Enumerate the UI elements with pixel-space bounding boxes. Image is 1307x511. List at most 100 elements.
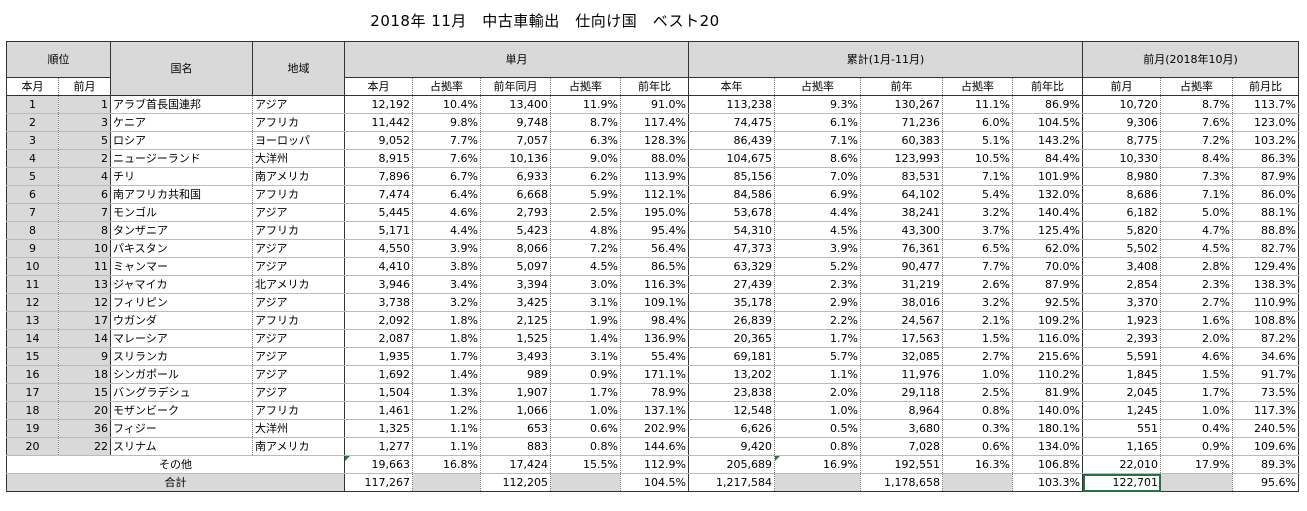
prev-month-share-cell: 4.6% <box>1160 347 1233 366</box>
monthly-share-cell: 1.2% <box>412 401 481 420</box>
cumulative-yoy-cell: 116.0% <box>1012 329 1083 348</box>
rank-cell: 3 <box>6 131 59 150</box>
prev-year-cell: 989 <box>480 365 551 384</box>
prev-year-share-cell: 5.9% <box>550 185 621 204</box>
table-row: 19 36 フィジー 大洋州 1,325 1.1% 653 0.6% 202.9% 6,626 0.… <box>6 419 1299 438</box>
cumulative-prev-share-cell: 2.5% <box>942 383 1013 402</box>
table-row: 20 22 スリナム 南アメリカ 1,277 1.1% 883 0.8% 144.6% 9,420… <box>6 437 1299 456</box>
yoy-cell: 56.4% <box>620 239 689 258</box>
monthly-cell: 1,277 <box>344 437 413 456</box>
prev-rank-cell: 15 <box>58 383 111 402</box>
total-ms-empty <box>412 473 481 492</box>
mom-cell: 87.9% <box>1232 167 1299 186</box>
header-country: 国名 <box>110 41 253 96</box>
country-cell: ミャンマー <box>110 257 253 276</box>
yoy-cell: 109.1% <box>620 293 689 312</box>
rank-cell: 1 <box>6 95 59 114</box>
monthly-share-cell: 1.8% <box>412 311 481 330</box>
monthly-cell: 3,946 <box>344 275 413 294</box>
prev-month-share-cell: 2.0% <box>1160 329 1233 348</box>
table-row: 7 7 モンゴル アジア 5,445 4.6% 2,793 2.5% 195.0% 53,678 4… <box>6 203 1299 222</box>
prev-month-share-cell: 1.6% <box>1160 311 1233 330</box>
monthly-cell: 12,192 <box>344 95 413 114</box>
prev-month-share-cell: 0.4% <box>1160 419 1233 438</box>
prev-month-share-cell: 4.7% <box>1160 221 1233 240</box>
monthly-share-cell: 3.4% <box>412 275 481 294</box>
prev-year-cell: 883 <box>480 437 551 456</box>
header-cumulative: 累計(1月-11月) <box>688 41 1083 78</box>
mom-cell: 113.7% <box>1232 95 1299 114</box>
total-cps-empty <box>942 473 1013 492</box>
monthly-share-cell: 3.2% <box>412 293 481 312</box>
prev-month-cell: 2,393 <box>1082 329 1161 348</box>
yoy-cell: 55.4% <box>620 347 689 366</box>
other-yoy: 112.9% <box>620 455 689 474</box>
cumulative-prev-cell: 83,531 <box>860 167 943 186</box>
total-pm: 95.6% <box>1232 473 1299 492</box>
prev-year-share-cell: 3.1% <box>550 347 621 366</box>
country-cell: フィジー <box>110 419 253 438</box>
prev-month-cell: 8,686 <box>1082 185 1161 204</box>
yoy-cell: 112.1% <box>620 185 689 204</box>
prev-month-share-cell: 7.2% <box>1160 131 1233 150</box>
other-cps: 16.3% <box>942 455 1013 474</box>
monthly-cell: 2,087 <box>344 329 413 348</box>
prev-month-cell: 10,720 <box>1082 95 1161 114</box>
cumulative-prev-share-cell: 2.6% <box>942 275 1013 294</box>
region-cell: アフリカ <box>252 185 345 204</box>
prev-year-cell: 7,057 <box>480 131 551 150</box>
rank-cell: 9 <box>6 239 59 258</box>
yoy-cell: 78.9% <box>620 383 689 402</box>
prev-month-cell: 5,591 <box>1082 347 1161 366</box>
header-p-prev: 前月 <box>1082 77 1161 96</box>
prev-year-cell: 9,748 <box>480 113 551 132</box>
cumulative-prev-share-cell: 7.1% <box>942 167 1013 186</box>
prev-month-share-cell: 7.1% <box>1160 185 1233 204</box>
prev-year-cell: 1,525 <box>480 329 551 348</box>
prev-year-share-cell: 7.2% <box>550 239 621 258</box>
table-row: 11 13 ジャマイカ 北アメリカ 3,946 3.4% 3,394 3.0% 116.3% 27… <box>6 275 1299 294</box>
header-this-month-rank: 本月 <box>6 77 59 96</box>
total-c: 1,217,584 <box>688 473 775 492</box>
prev-year-share-cell: 4.5% <box>550 257 621 276</box>
prev-rank-cell: 1 <box>58 95 111 114</box>
header-m-share2: 占拠率 <box>550 77 621 96</box>
cumulative-prev-cell: 24,567 <box>860 311 943 330</box>
monthly-share-cell: 1.8% <box>412 329 481 348</box>
region-cell: アフリカ <box>252 311 345 330</box>
yoy-cell: 137.1% <box>620 401 689 420</box>
prev-month-cell: 6,182 <box>1082 203 1161 222</box>
cumulative-yoy-cell: 140.0% <box>1012 401 1083 420</box>
mom-cell: 88.1% <box>1232 203 1299 222</box>
total-ps-empty <box>1160 473 1233 492</box>
cumulative-prev-cell: 3,680 <box>860 419 943 438</box>
total-pys-empty <box>550 473 621 492</box>
country-cell: チリ <box>110 167 253 186</box>
prev-month-share-cell: 2.8% <box>1160 257 1233 276</box>
cumulative-cell: 47,373 <box>688 239 775 258</box>
monthly-cell: 7,896 <box>344 167 413 186</box>
cumulative-prev-share-cell: 6.5% <box>942 239 1013 258</box>
other-cp: 192,551 <box>860 455 943 474</box>
yoy-cell: 95.4% <box>620 221 689 240</box>
mom-cell: 88.8% <box>1232 221 1299 240</box>
other-pys: 15.5% <box>550 455 621 474</box>
export-table: 順位 国名 地域 単月 累計(1月-11月) 前月(2018年10月) 本月 前… <box>6 41 1299 492</box>
region-cell: アジア <box>252 365 345 384</box>
region-cell: 大洋州 <box>252 149 345 168</box>
monthly-share-cell: 1.1% <box>412 419 481 438</box>
cumulative-prev-share-cell: 2.1% <box>942 311 1013 330</box>
monthly-share-cell: 6.4% <box>412 185 481 204</box>
mom-cell: 91.7% <box>1232 365 1299 384</box>
prev-year-cell: 3,425 <box>480 293 551 312</box>
prev-rank-cell: 4 <box>58 167 111 186</box>
total-label: 合計 <box>6 473 345 492</box>
other-ps: 17.9% <box>1160 455 1233 474</box>
total-p-selected-cell[interactable]: 122,701 <box>1082 473 1161 492</box>
header-c-this: 本年 <box>688 77 775 96</box>
cumulative-cell: 84,586 <box>688 185 775 204</box>
region-cell: アジア <box>252 293 345 312</box>
prev-month-cell: 3,408 <box>1082 257 1161 276</box>
region-cell: アフリカ <box>252 221 345 240</box>
rank-cell: 18 <box>6 401 59 420</box>
